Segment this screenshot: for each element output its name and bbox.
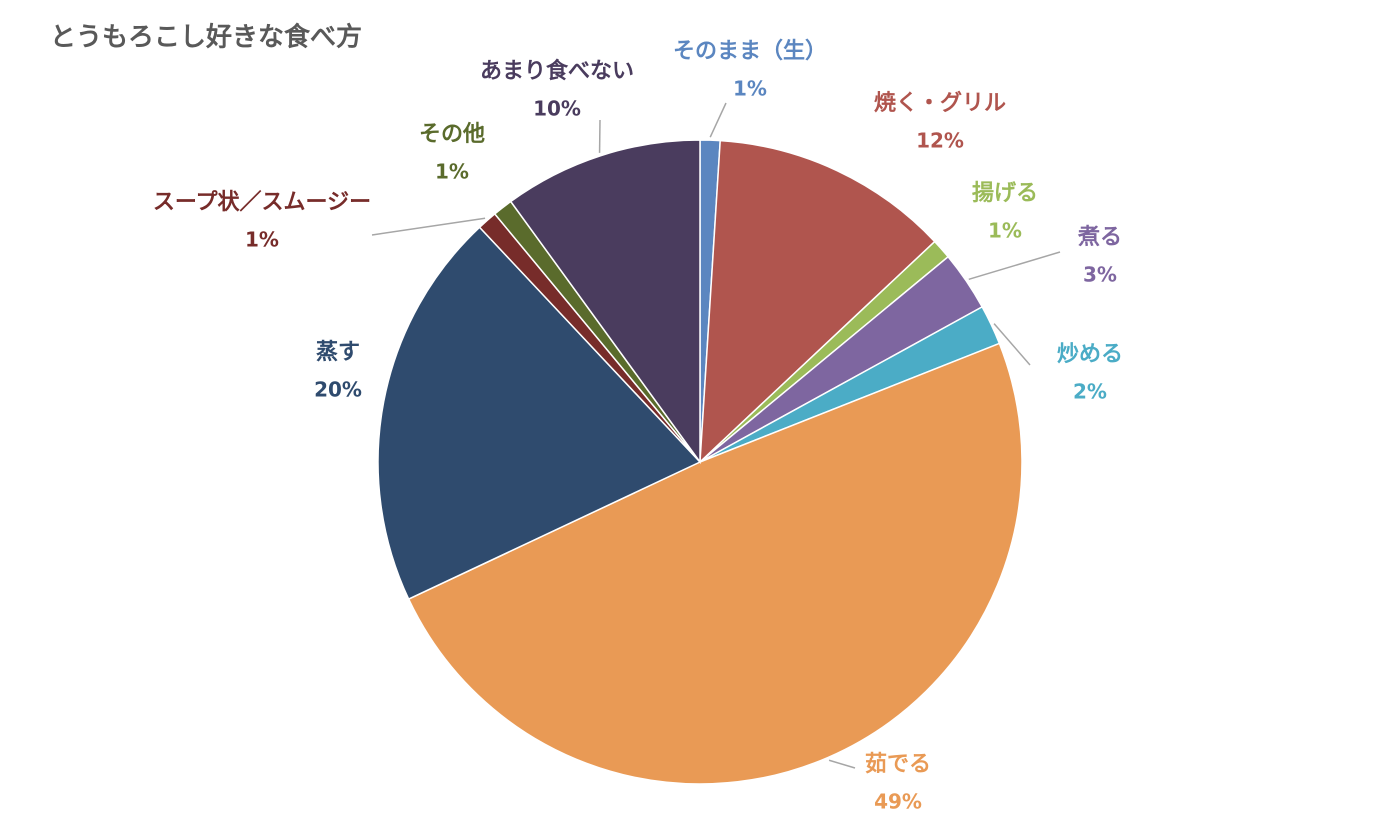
data-label-name: 揚げる (972, 180, 1038, 206)
pie-slice (699, 139, 936, 464)
data-label-value: 1% (245, 228, 279, 252)
data-label-value: 1% (435, 160, 469, 184)
data-label-name: その他 (419, 122, 485, 147)
data-label-value: 12% (916, 129, 964, 153)
data-label-name: スープ状／スムージー (153, 190, 371, 215)
data-label-name: 蒸す (316, 340, 360, 365)
pie-slice (377, 226, 702, 601)
leader-line (371, 217, 486, 236)
pie-slice (509, 139, 701, 465)
leader-line (993, 323, 1031, 366)
data-label-name: 炒める (1057, 342, 1123, 367)
data-label-value: 1% (988, 219, 1022, 243)
data-label-name: そのまま（生） (673, 39, 827, 64)
data-label-name: 焼く・グリル (874, 90, 1006, 116)
data-label-value: 20% (314, 378, 362, 402)
leader-line (828, 759, 856, 769)
data-label-value: 1% (733, 77, 767, 101)
data-label-value: 49% (874, 790, 922, 814)
leader-line (709, 102, 727, 138)
data-label-name: 茹でる (865, 752, 931, 777)
data-label-value: 3% (1083, 263, 1117, 287)
leader-line (968, 251, 1061, 281)
data-label-value: 10% (533, 97, 581, 121)
data-label-value: 2% (1073, 380, 1107, 404)
data-label-name: 煮る (1077, 224, 1122, 250)
pie-slice (407, 342, 1023, 785)
chart-title: とうもろこし好きな食べ方 (50, 22, 362, 53)
data-label-name: あまり食べない (480, 58, 634, 84)
